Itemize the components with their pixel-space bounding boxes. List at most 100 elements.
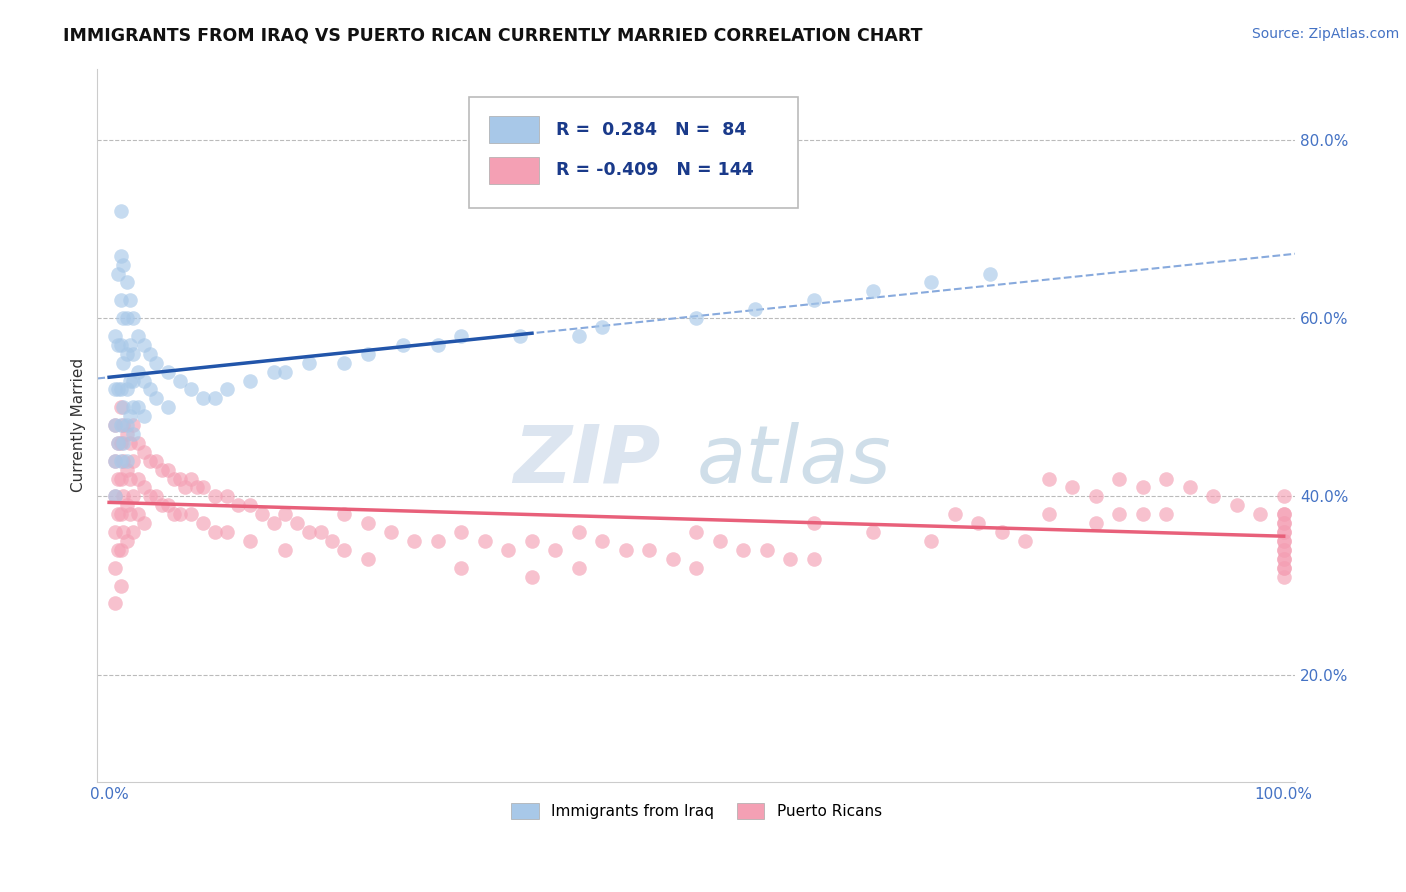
Point	[356, 347, 378, 361]
Point	[191, 481, 214, 495]
Point	[1272, 524, 1295, 539]
Point	[356, 516, 378, 530]
Point	[450, 329, 472, 343]
Point	[1084, 516, 1107, 530]
Point	[333, 356, 356, 370]
Point	[298, 524, 321, 539]
Point	[112, 436, 135, 450]
Point	[779, 551, 801, 566]
Point	[1108, 507, 1130, 521]
Point	[591, 533, 613, 548]
Text: atlas: atlas	[696, 422, 891, 500]
Point	[174, 481, 197, 495]
Point	[1272, 569, 1295, 583]
Point	[474, 533, 496, 548]
Point	[121, 311, 143, 326]
Point	[333, 542, 356, 557]
Point	[107, 507, 129, 521]
Point	[1154, 472, 1177, 486]
Point	[1249, 507, 1271, 521]
Point	[121, 374, 143, 388]
Point	[274, 365, 297, 379]
Point	[274, 542, 297, 557]
Point	[1272, 542, 1295, 557]
Point	[180, 383, 202, 397]
Point	[112, 454, 135, 468]
Point	[1272, 560, 1295, 574]
Point	[568, 524, 591, 539]
Point	[1272, 533, 1295, 548]
Point	[333, 507, 356, 521]
Point	[127, 436, 149, 450]
Point	[134, 516, 156, 530]
Point	[115, 311, 138, 326]
Point	[104, 490, 127, 504]
Point	[115, 383, 138, 397]
Point	[1202, 490, 1225, 504]
Point	[115, 533, 138, 548]
Point	[104, 418, 127, 433]
Point	[450, 524, 472, 539]
Point	[744, 302, 766, 317]
Point	[156, 365, 179, 379]
Point	[107, 436, 129, 450]
Point	[1272, 490, 1295, 504]
Point	[1272, 516, 1295, 530]
Point	[1272, 551, 1295, 566]
Point	[163, 507, 186, 521]
Point	[943, 507, 966, 521]
Point	[427, 338, 450, 352]
Point	[204, 490, 226, 504]
Point	[685, 560, 707, 574]
Point	[107, 267, 129, 281]
Point	[180, 507, 202, 521]
Point	[110, 338, 132, 352]
Point	[1272, 542, 1295, 557]
Point	[127, 401, 149, 415]
Point	[145, 392, 167, 406]
Point	[1038, 507, 1060, 521]
Point	[112, 418, 135, 433]
Point	[239, 533, 262, 548]
Point	[104, 454, 127, 468]
Point	[191, 392, 214, 406]
Point	[156, 499, 179, 513]
Point	[263, 365, 285, 379]
Point	[112, 401, 135, 415]
Point	[450, 560, 472, 574]
Point	[614, 542, 637, 557]
Point	[1272, 551, 1295, 566]
Point	[215, 383, 238, 397]
Point	[107, 472, 129, 486]
Point	[121, 347, 143, 361]
Point	[991, 524, 1014, 539]
Point	[568, 560, 591, 574]
Point	[120, 293, 142, 308]
Point	[568, 329, 591, 343]
Text: Source: ZipAtlas.com: Source: ZipAtlas.com	[1251, 27, 1399, 41]
Point	[862, 285, 884, 299]
Point	[110, 418, 132, 433]
Point	[121, 524, 143, 539]
Point	[110, 542, 132, 557]
Point	[1272, 560, 1295, 574]
Point	[115, 418, 138, 433]
Point	[110, 472, 132, 486]
Point	[120, 472, 142, 486]
Point	[104, 329, 127, 343]
Point	[156, 463, 179, 477]
Point	[591, 320, 613, 334]
Point	[127, 507, 149, 521]
Point	[139, 454, 162, 468]
Text: IMMIGRANTS FROM IRAQ VS PUERTO RICAN CURRENTLY MARRIED CORRELATION CHART: IMMIGRANTS FROM IRAQ VS PUERTO RICAN CUR…	[63, 27, 922, 45]
Point	[121, 454, 143, 468]
Point	[120, 507, 142, 521]
Point	[134, 481, 156, 495]
Point	[803, 293, 825, 308]
Point	[104, 418, 127, 433]
Point	[121, 490, 143, 504]
Point	[104, 560, 127, 574]
Point	[120, 436, 142, 450]
Point	[134, 338, 156, 352]
Point	[139, 383, 162, 397]
